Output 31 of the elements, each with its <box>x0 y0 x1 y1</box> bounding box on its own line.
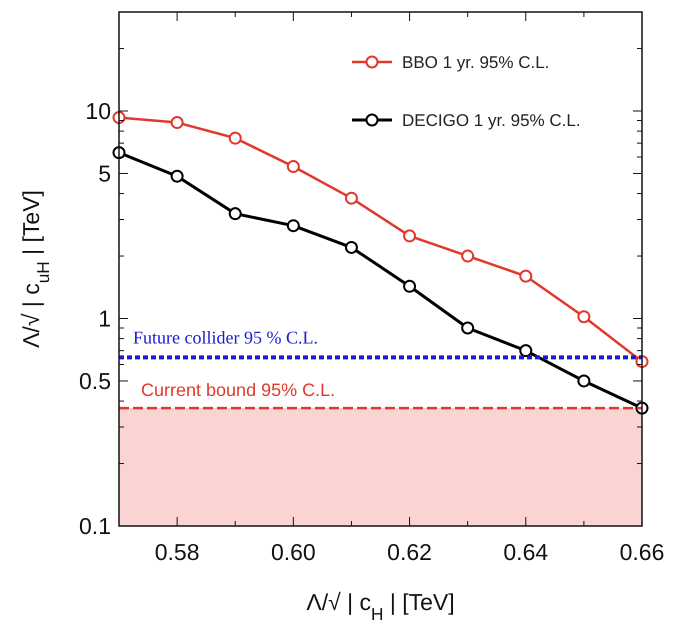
x-tick-label: 0.58 <box>154 539 200 565</box>
y-tick-label: 1 <box>98 306 111 332</box>
x-axis-title: Λ/√ | c$_{H}$ | [TeV] <box>306 589 455 624</box>
y-tick-label: 0.1 <box>79 513 111 539</box>
y-tick-label: 0.5 <box>79 368 111 394</box>
point <box>519 344 532 358</box>
point <box>403 229 416 242</box>
y-tick-label: 5 <box>98 160 111 186</box>
ref-line-label: Future collider 95 % C.L. <box>133 327 318 348</box>
legend-label: BBO 1 yr. 95% C.L. <box>402 53 550 72</box>
x-tick-label: 0.62 <box>387 539 432 565</box>
point <box>286 219 300 232</box>
point <box>170 116 184 130</box>
x-tick-label: 0.60 <box>270 539 316 565</box>
x-tick-label: 0.64 <box>503 539 548 565</box>
x-tick-label: 0.66 <box>620 539 664 565</box>
legend-label: DECIGO 1 yr. 95% C.L. <box>402 111 581 130</box>
point <box>228 132 242 145</box>
point <box>461 321 474 334</box>
point <box>461 250 474 263</box>
point <box>344 192 358 205</box>
point <box>228 207 242 220</box>
point <box>403 280 416 293</box>
point <box>344 240 358 254</box>
point <box>577 374 590 388</box>
y-tick-label: 10 <box>85 98 111 124</box>
ref-line-label: Current bound 95% C.L. <box>141 380 336 400</box>
point <box>170 170 184 183</box>
point <box>286 160 300 174</box>
point <box>577 310 590 324</box>
point <box>519 270 532 283</box>
